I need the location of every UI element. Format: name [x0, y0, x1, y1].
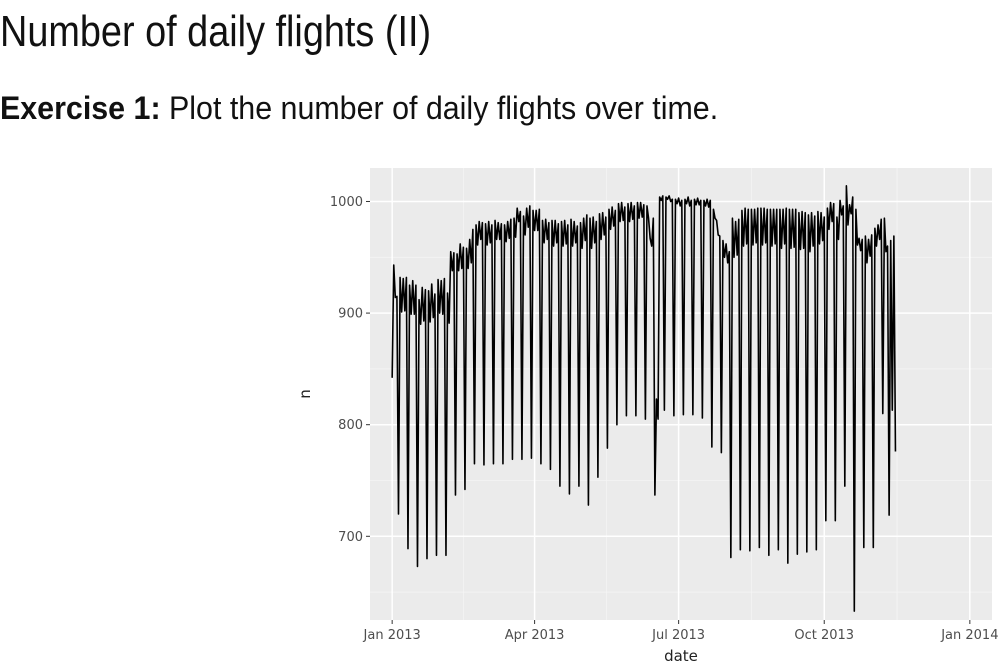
x-axis: Jan 2013 Apr 2013 Jul 2013 Oct 2013 Jan 2014 [363, 620, 998, 643]
x-tick-label: Jul 2013 [651, 628, 705, 643]
x-tick-label: Jan 2013 [363, 628, 421, 643]
y-axis-title: n [296, 389, 314, 399]
y-axis: 700 800 900 1000 [330, 195, 370, 545]
exercise-prompt: Exercise 1: Plot the number of daily fli… [0, 84, 718, 132]
daily-flights-chart: 700 800 900 1000 Jan 2013 Apr 2013 Jul 2013 Oc… [296, 160, 1001, 664]
y-tick-label: 900 [338, 307, 363, 322]
x-tick-label: Oct 2013 [794, 628, 854, 643]
slide-title: Number of daily flights (II) [0, 7, 432, 56]
y-tick-label: 800 [338, 418, 363, 433]
x-tick-label: Jan 2014 [940, 628, 998, 643]
x-axis-title: date [664, 647, 698, 664]
chart-svg: 700 800 900 1000 Jan 2013 Apr 2013 Jul 2013 Oc… [296, 168, 998, 664]
series-line-daily-flights [391, 185, 897, 612]
x-tick-label: Apr 2013 [505, 628, 565, 643]
exercise-text: Plot the number of daily flights over ti… [160, 90, 719, 126]
y-tick-label: 700 [338, 530, 363, 545]
y-tick-label: 1000 [330, 195, 363, 210]
exercise-label: Exercise 1: [0, 90, 161, 126]
